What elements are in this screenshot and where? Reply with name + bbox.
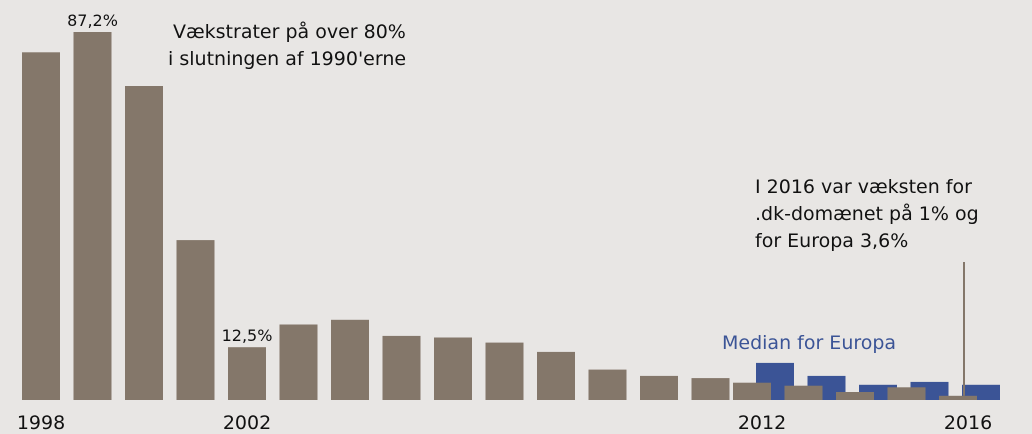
dk-bar-2000 bbox=[125, 86, 163, 400]
x-axis-ticks: 1998 2002 2012 2016 bbox=[17, 412, 992, 434]
x-tick-label-2016: 2016 bbox=[944, 412, 992, 434]
x-tick-label-2002: 2002 bbox=[223, 412, 271, 434]
annotation-1990s-line-1: Vækstrater på over 80% bbox=[173, 20, 406, 43]
dk-bar-1998 bbox=[22, 52, 60, 401]
x-tick-label-1998: 1998 bbox=[17, 412, 65, 434]
dk-bar-2011 bbox=[691, 378, 730, 400]
data-labels: 87,2% 12,5% bbox=[67, 11, 272, 345]
dk-bar-2004 bbox=[331, 319, 369, 400]
dk-bar-2009 bbox=[588, 369, 627, 400]
europe-median-bars bbox=[756, 362, 1000, 400]
annotation-2016: I 2016 var væksten for .dk-domænet på 1%… bbox=[755, 176, 985, 252]
dk-bar-1999 bbox=[73, 32, 112, 400]
dk-bar-2016 bbox=[939, 395, 977, 400]
dk-bar-2003 bbox=[279, 324, 318, 400]
dk-bar-2010 bbox=[640, 375, 678, 400]
dk-bar-2008 bbox=[537, 351, 575, 400]
dk-bar-2002 bbox=[228, 347, 266, 400]
dk-bar-2012 bbox=[733, 382, 771, 400]
dk-bar-2006 bbox=[434, 337, 472, 400]
annotation-1990s-line-2: i slutningen af 1990'erne bbox=[162, 48, 406, 70]
dk-bar-2007 bbox=[485, 342, 524, 400]
annotation-2016-line-2: .dk-domænet på 1% og bbox=[755, 202, 979, 225]
x-tick-label-2012: 2012 bbox=[738, 412, 786, 434]
dk-bar-2001 bbox=[176, 240, 215, 400]
annotation-2016-line-3: for Europa 3,6% bbox=[755, 230, 908, 252]
dk-bar-2015 bbox=[887, 387, 926, 400]
europe-median-label: Median for Europa bbox=[722, 332, 896, 354]
annotation-1990s: Vækstrater på over 80% i slutningen af 1… bbox=[162, 20, 412, 70]
annotation-2016-line-1: I 2016 var væksten for bbox=[755, 176, 972, 198]
dk-bar-2013 bbox=[784, 385, 823, 400]
data-label-1999: 87,2% bbox=[67, 11, 118, 30]
dk-bars bbox=[22, 32, 977, 401]
dk-bar-2014 bbox=[836, 392, 874, 400]
dk-bar-2005 bbox=[382, 335, 421, 400]
data-label-2002: 12,5% bbox=[222, 326, 273, 345]
